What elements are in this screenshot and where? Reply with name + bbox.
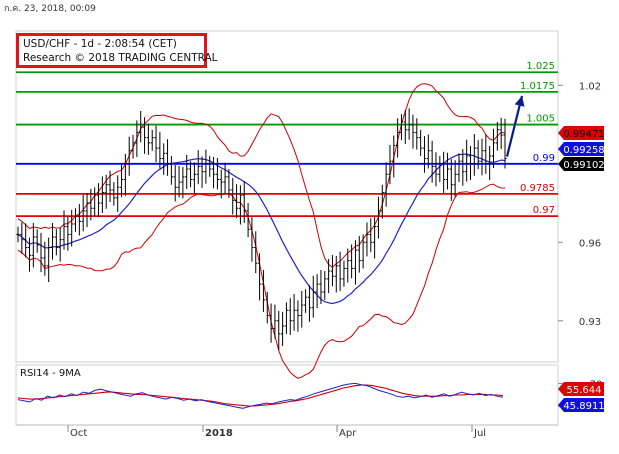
- price-badge: [558, 157, 604, 171]
- chart-subtitle: Research © 2018 TRADING CENTRAL: [23, 52, 218, 64]
- bollinger-upper: [17, 83, 506, 269]
- rsi-badge-label: 55.644: [567, 385, 602, 396]
- rsi-line: [17, 382, 504, 409]
- rsi-badge: [558, 398, 604, 412]
- rsi-badge-label: 45.8911: [563, 401, 604, 412]
- x-tick-label: 2018: [205, 428, 233, 439]
- timestamp: ก.ค. 23, 2018, 00:09: [4, 4, 96, 14]
- price-tick-label: 0.93: [579, 317, 601, 328]
- forecast-arrow: [505, 95, 524, 157]
- price-badge-label: 0.99471: [563, 129, 604, 140]
- level-label: 1.025: [526, 61, 555, 72]
- chart-title: USD/CHF - 1d - 2:08:54 (CET): [23, 38, 177, 50]
- x-tick-label: Jul: [473, 428, 486, 439]
- level-label: 0.97: [533, 205, 555, 216]
- price-tick-label: 1.02: [579, 81, 601, 92]
- chart-title-box: USD/CHF - 1d - 2:08:54 (CET) Research © …: [16, 33, 218, 68]
- forecast-arrow-head: [514, 95, 525, 107]
- price-badge: [558, 142, 604, 156]
- rsi-panel: [15, 364, 559, 426]
- x-tick-label: Oct: [70, 428, 87, 439]
- price-badge: [558, 126, 604, 140]
- price-panel: [15, 30, 559, 363]
- x-tick-label: Apr: [339, 428, 357, 439]
- price-badge-label: 0.99258: [563, 145, 604, 156]
- ma-line: [17, 153, 506, 305]
- level-label: 0.99: [533, 153, 555, 164]
- bollinger-lower: [17, 183, 506, 379]
- level-label: 1.0175: [520, 81, 555, 92]
- rsi-badge: [558, 382, 604, 396]
- price-tick-label: 0.96: [579, 238, 601, 249]
- level-label: 1.005: [526, 114, 555, 125]
- price-badge-label: 0.99102: [563, 160, 604, 171]
- rsi-title: RSI14 - 9MA: [20, 368, 81, 379]
- level-label: 0.9785: [520, 183, 555, 194]
